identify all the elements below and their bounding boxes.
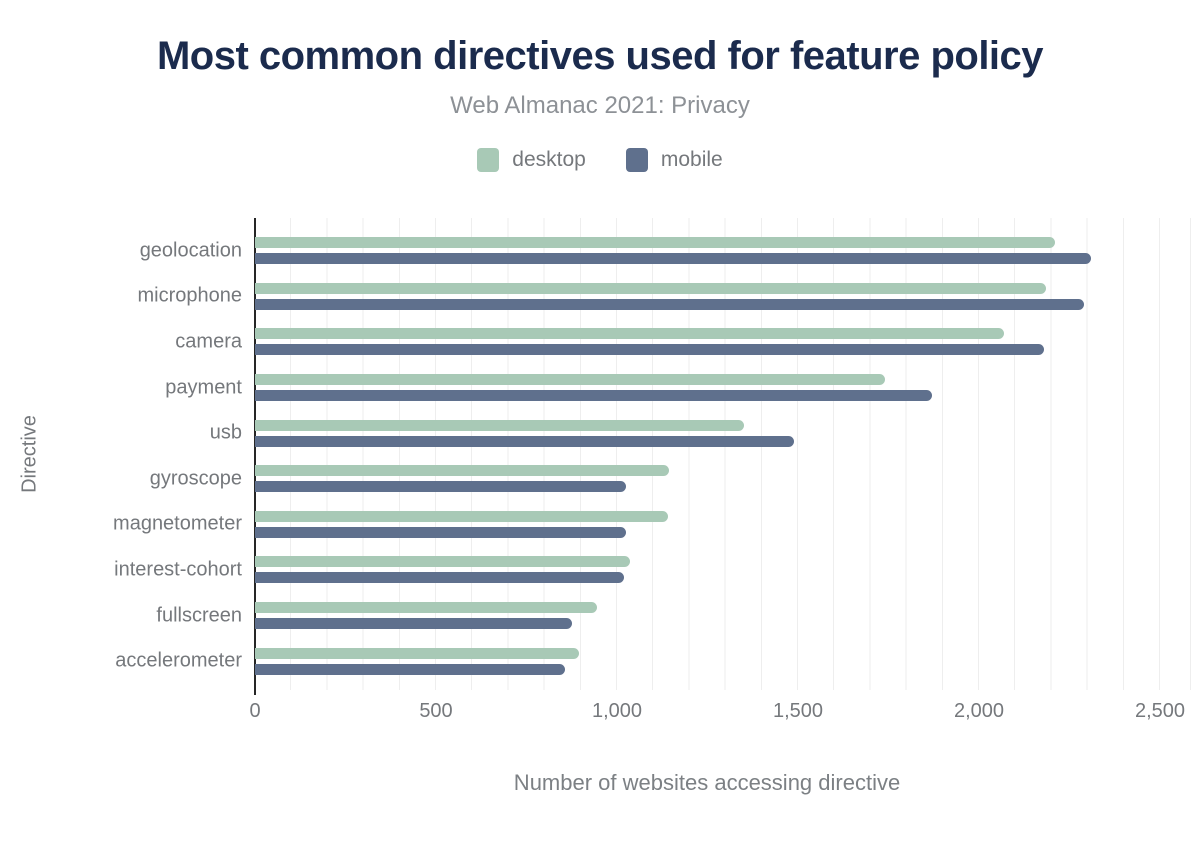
mobile-swatch-icon: [625, 148, 648, 172]
bar-mobile-magnetometer[interactable]: [255, 526, 627, 538]
bar-desktop-magnetometer[interactable]: [255, 510, 668, 522]
x-tick-label: 500: [419, 700, 453, 722]
bar-desktop-camera[interactable]: [255, 328, 1005, 340]
category-label: gyroscope: [149, 467, 242, 490]
x-tick-label: 1,500: [772, 700, 824, 722]
category-label: camera: [175, 330, 242, 353]
chart-row: geolocation: [140, 228, 1190, 274]
category-label: accelerometer: [115, 649, 242, 672]
x-tick-label: 2,500: [1134, 700, 1186, 722]
category-label: geolocation: [139, 239, 242, 262]
bar-mobile-camera[interactable]: [255, 344, 1045, 356]
y-axis-line: [254, 218, 256, 695]
bar-mobile-usb[interactable]: [255, 435, 795, 447]
bar-desktop-fullscreen[interactable]: [255, 602, 598, 614]
category-label: magnetometer: [113, 512, 242, 535]
legend-item-desktop[interactable]: desktop: [477, 148, 586, 172]
chart-row: usb: [210, 410, 1190, 456]
legend: desktop mobile: [0, 148, 1200, 172]
x-axis-title: Number of websites accessing directive: [513, 770, 901, 795]
chart-row: microphone: [137, 274, 1190, 320]
chart-row: fullscreen: [156, 593, 1190, 639]
bar-mobile-fullscreen[interactable]: [255, 618, 572, 630]
plot-area: geolocation microphone camera payment usb gyr…: [113, 218, 1191, 795]
bar-mobile-interest-cohort[interactable]: [255, 572, 625, 584]
bar-mobile-payment[interactable]: [255, 390, 932, 402]
bar-desktop-microphone[interactable]: [255, 282, 1046, 294]
bar-mobile-accelerometer[interactable]: [255, 663, 565, 675]
bar-desktop-geolocation[interactable]: [255, 237, 1056, 249]
legend-label-mobile: mobile: [660, 148, 723, 171]
y-axis-title: Directive: [18, 415, 41, 493]
chart-row: camera: [175, 319, 1190, 365]
category-label: fullscreen: [156, 604, 242, 627]
category-label: interest-cohort: [114, 558, 242, 581]
bar-mobile-gyroscope[interactable]: [255, 481, 627, 493]
bar-mobile-geolocation[interactable]: [255, 253, 1092, 265]
category-label: usb: [209, 421, 242, 444]
bar-desktop-payment[interactable]: [255, 374, 885, 386]
page-subtitle: Web Almanac 2021: Privacy: [450, 92, 750, 119]
chart-row: accelerometer: [115, 638, 1190, 684]
bar-mobile-microphone[interactable]: [255, 298, 1084, 310]
x-tick-label: 1,000: [591, 700, 643, 722]
chart-row: magnetometer: [113, 502, 1190, 548]
desktop-swatch-icon: [477, 148, 500, 172]
legend-label-desktop: desktop: [512, 148, 586, 171]
x-tick-label: 0: [249, 700, 261, 722]
category-label: payment: [165, 376, 242, 399]
chart-row: gyroscope: [150, 456, 1190, 502]
x-tick-label: 2,000: [953, 700, 1005, 722]
page-title: Most common directives used for feature …: [156, 34, 1044, 78]
bar-rows: geolocation microphone camera payment usb gyr…: [113, 218, 1190, 684]
category-label: microphone: [137, 284, 242, 307]
bar-desktop-accelerometer[interactable]: [255, 647, 579, 659]
x-axis-ticks: 0 500 1,000 1,500 2,000 2,500: [249, 700, 1190, 730]
bar-desktop-usb[interactable]: [255, 419, 744, 431]
bar-desktop-gyroscope[interactable]: [255, 465, 670, 477]
bar-desktop-interest-cohort[interactable]: [255, 556, 630, 568]
legend-item-mobile[interactable]: mobile: [625, 148, 723, 172]
chart-row: interest-cohort: [114, 547, 1190, 593]
chart-row: payment: [165, 365, 1190, 411]
